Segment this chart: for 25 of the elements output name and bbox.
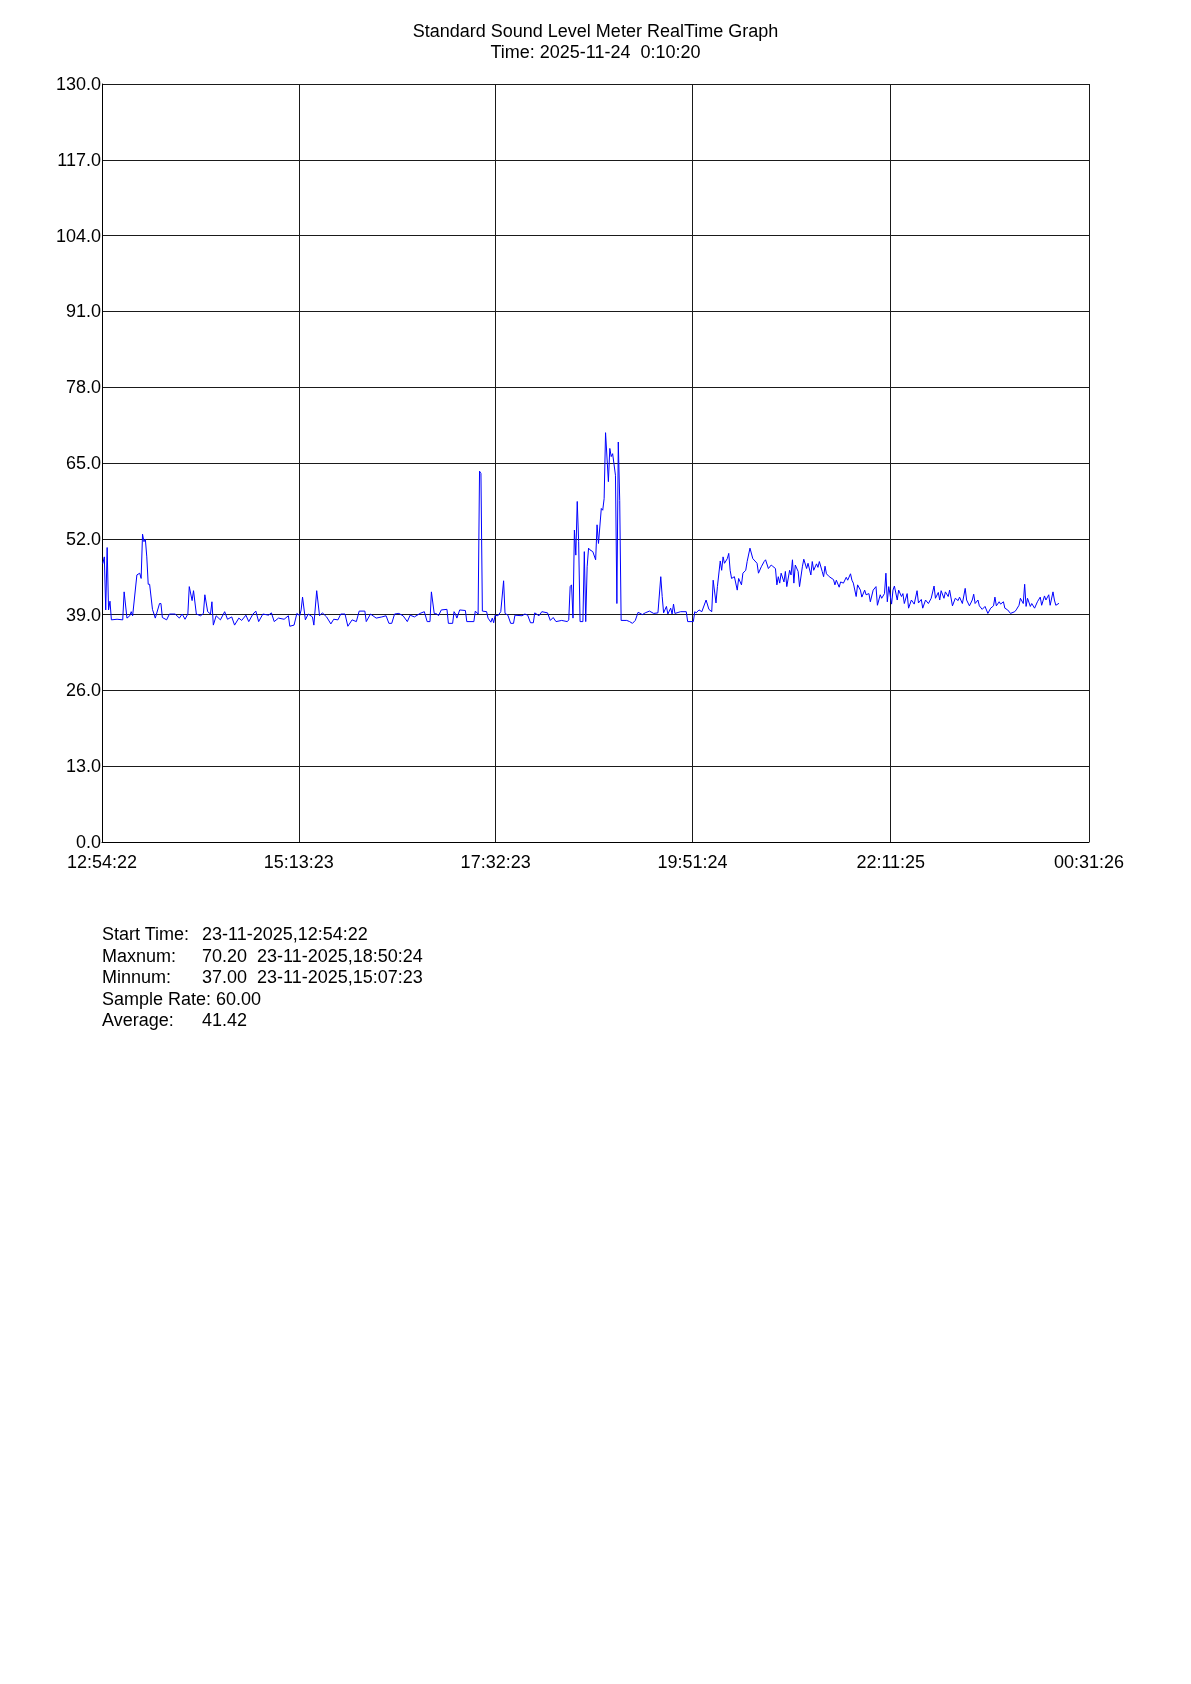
- y-tick-label: 0.0: [75, 832, 101, 852]
- y-tick-label: 26.0: [65, 680, 101, 701]
- line-series: [102, 432, 1060, 627]
- y-tick-label: 104.0: [55, 225, 101, 246]
- text: Average: 41.42: [102, 1010, 249, 1032]
- x-tick-label: 19:51:24: [657, 852, 728, 872]
- y-tick-label: 39.0: [65, 604, 101, 625]
- text: Maxnum: 70.20 23-11-2025,18:50:24: [102, 945, 423, 967]
- y-tick-label: 91.0: [65, 301, 101, 322]
- x-tick-label: 00:31:26: [1053, 852, 1125, 872]
- y-tick-label: 65.0: [65, 453, 101, 473]
- text: Start Time: 23-11-2025,12:54:22: [102, 924, 369, 946]
- x-tick-label: 17:32:23: [460, 852, 531, 872]
- y-tick-label: 52.0: [65, 528, 101, 549]
- x-tick-label: 15:13:23: [263, 852, 334, 872]
- x-tick-label: 12:54:22: [66, 852, 138, 872]
- y-tick-label: 78.0: [65, 377, 101, 398]
- text: Sample Rate: 60.00: [102, 988, 263, 1010]
- chart-title: Standard Sound Level Meter RealTime Graph: [412, 21, 779, 41]
- y-tick-label: 13.0: [65, 756, 101, 777]
- text: Minnum: 37.00 23-11-2025,15:07:23: [102, 967, 423, 989]
- x-tick-label: 22:11:25: [856, 852, 926, 872]
- chart-subtitle: Time: 2025-11-24 0:10:20: [490, 42, 701, 62]
- y-tick-label: 117.0: [57, 149, 101, 170]
- y-tick-label: 130.0: [55, 74, 101, 94]
